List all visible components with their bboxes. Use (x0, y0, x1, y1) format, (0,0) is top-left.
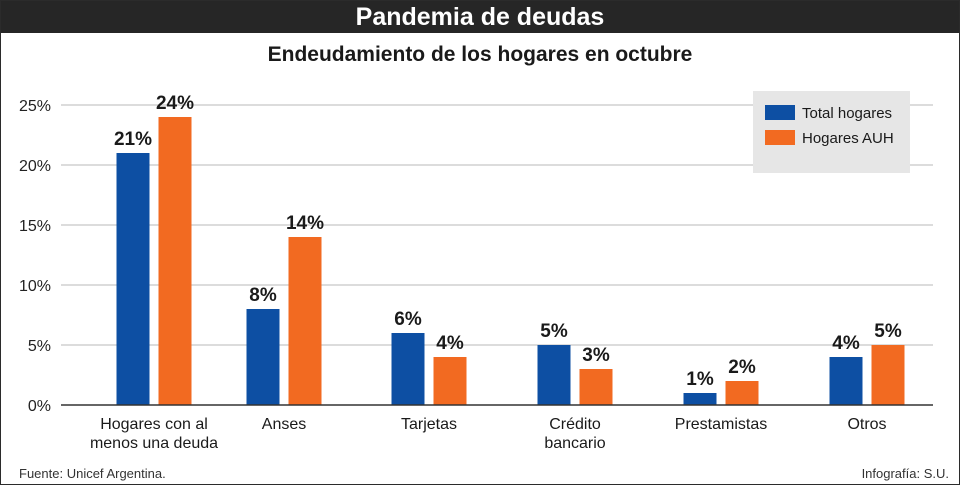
data-label: 4% (832, 333, 860, 354)
legend-swatch (765, 130, 795, 145)
data-label: 5% (540, 321, 568, 342)
source-note: Fuente: Unicef Argentina. (19, 466, 166, 481)
chart-title: Endeudamiento de los hogares en octubre (267, 43, 693, 66)
category-label: Tarjetas (401, 416, 457, 433)
y-tick-label: 25% (19, 98, 51, 115)
data-label: 14% (286, 213, 324, 234)
category-label: Prestamistas (675, 416, 767, 433)
legend-label: Total hogares (802, 105, 892, 122)
data-label: 24% (156, 93, 194, 114)
bar-hogares-auh (433, 357, 467, 405)
legend-label: Hogares AUH (802, 130, 894, 147)
data-label: 21% (114, 129, 152, 150)
data-label: 1% (686, 369, 714, 390)
category-label: menos una deuda (90, 435, 218, 452)
data-label: 5% (874, 321, 902, 342)
data-label: 2% (728, 357, 756, 378)
header-bar (1, 1, 959, 33)
category-label: bancario (544, 435, 605, 452)
data-label: 3% (582, 345, 610, 366)
y-tick-label: 10% (19, 278, 51, 295)
category-label: Crédito (549, 416, 601, 433)
header-title: Pandemia de deudas (355, 3, 605, 31)
bar-hogares-auh (158, 117, 192, 405)
bar-hogares-auh (579, 369, 613, 405)
data-label: 8% (249, 285, 277, 306)
data-label: 4% (436, 333, 464, 354)
bar-total-hogares (116, 153, 150, 405)
category-label: Otros (847, 416, 886, 433)
bar-hogares-auh (871, 345, 905, 405)
category-label: Hogares con al (100, 416, 208, 433)
credit-note: Infografía: S.U. (861, 466, 949, 481)
bar-total-hogares (683, 393, 717, 405)
bar-total-hogares (829, 357, 863, 405)
legend-swatch (765, 105, 795, 120)
data-label: 6% (394, 309, 422, 330)
bar-total-hogares (391, 333, 425, 405)
bar-total-hogares (537, 345, 571, 405)
y-tick-label: 20% (19, 158, 51, 175)
bar-hogares-auh (288, 237, 322, 405)
category-label: Anses (262, 416, 306, 433)
bar-hogares-auh (725, 381, 759, 405)
y-tick-label: 5% (28, 338, 51, 355)
bar-total-hogares (246, 309, 280, 405)
y-tick-label: 15% (19, 218, 51, 235)
y-tick-label: 0% (28, 398, 51, 415)
